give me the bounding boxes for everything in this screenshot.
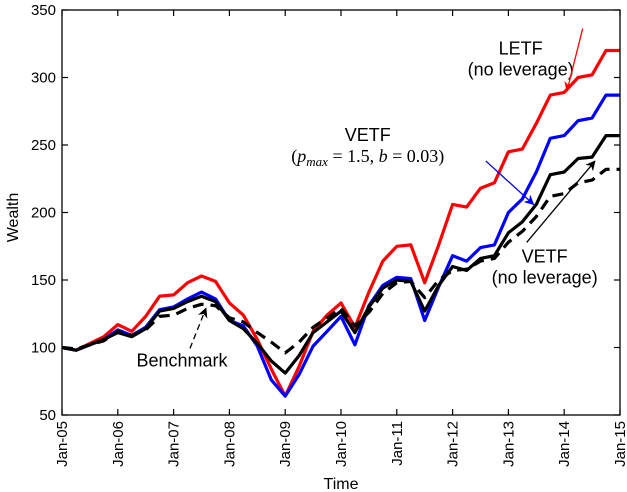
x-tick-label: Jan-07 — [166, 421, 183, 467]
x-tick-label: Jan-10 — [333, 421, 350, 467]
y-tick-label: 100 — [31, 340, 56, 357]
y-axis-title: Wealth — [5, 193, 22, 243]
annotation-arrow-vetf_nolev — [526, 160, 596, 243]
x-tick-label: Jan-08 — [221, 421, 238, 467]
annotation-text-vetf_nolev: VETF — [522, 246, 568, 266]
x-tick-label: Jan-14 — [556, 421, 573, 467]
annotations-layer: LETF(no leverage)VETF(pmax = 1.5, b = 0.… — [136, 28, 598, 370]
x-tick-label: Jan-15 — [612, 421, 627, 467]
annotation-math-part: b — [379, 146, 388, 166]
y-tick-label: 350 — [31, 2, 56, 19]
y-tick-label: 50 — [39, 407, 56, 424]
annotation-arrow-vetf_pmax — [485, 160, 535, 206]
y-tick-label: 150 — [31, 272, 56, 289]
annotation-math-part: ( — [291, 146, 297, 167]
x-tick-label: Jan-09 — [277, 421, 294, 467]
annotation-text-vetf_nolev: (no leverage) — [492, 267, 598, 287]
annotation-text-vetf_pmax: VETF — [345, 125, 391, 145]
y-tick-label: 250 — [31, 137, 56, 154]
annotation-math-part: = 0.03) — [388, 146, 445, 167]
x-tick-label: Jan-13 — [500, 421, 517, 467]
x-tick-label: Jan-05 — [54, 421, 71, 467]
series-line-vetf-no-leverage — [61, 134, 620, 375]
x-axis-title: Time — [324, 476, 359, 492]
x-tick-label: Jan-12 — [445, 421, 462, 467]
y-tick-label: 200 — [31, 205, 56, 222]
y-tick-label: 300 — [31, 70, 56, 87]
x-tick-label: Jan-06 — [110, 421, 127, 467]
annotation-text-letf: LETF — [499, 39, 543, 59]
annotation-arrow-benchmark — [189, 307, 208, 349]
annotation-math-part: p — [295, 146, 306, 166]
annotation-math-part: = 1.5, — [328, 146, 379, 166]
x-tick-label: Jan-11 — [389, 421, 406, 466]
axes-layer: Jan-05 Jan-06 Jan-07 Jan-08 Jan-09 Jan-10 Jan-… — [31, 2, 627, 467]
annotation-math-vetf_pmax: (pmax = 1.5, b = 0.03) — [291, 146, 444, 169]
annotation-text-benchmark: Benchmark — [136, 350, 228, 370]
annotation-math-part: max — [306, 154, 328, 169]
annotation-arrow-letf — [564, 28, 584, 92]
series-line-letf-no-leverage — [61, 48, 620, 398]
annotation-text-letf: (no leverage) — [468, 60, 574, 80]
series-layer — [61, 48, 620, 398]
